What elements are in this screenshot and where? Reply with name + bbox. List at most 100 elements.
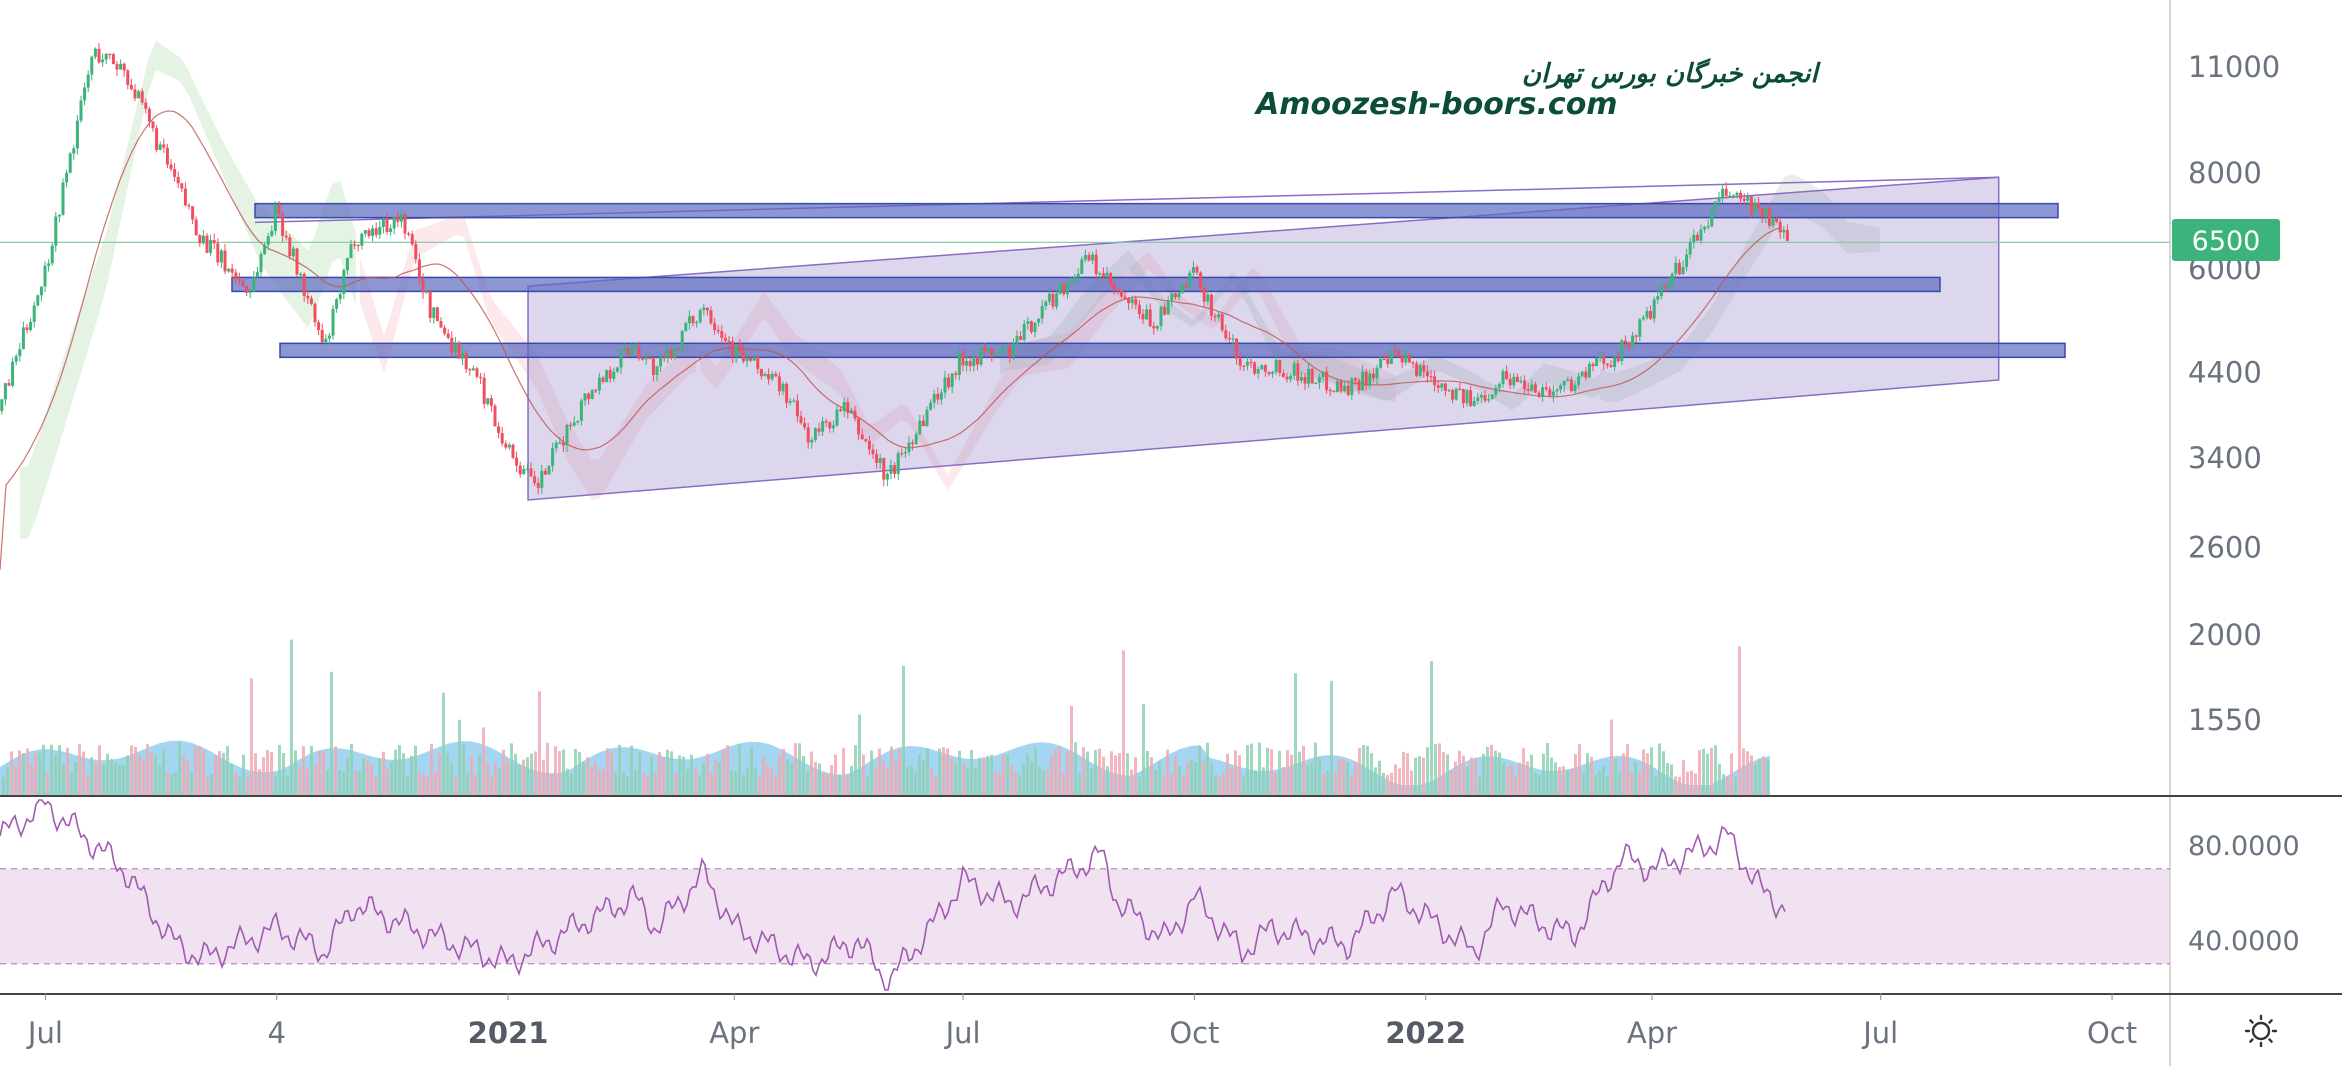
volume-bar <box>1474 757 1477 795</box>
candle-body <box>493 405 497 427</box>
volume-bar <box>946 748 949 795</box>
volume-bar <box>262 757 265 795</box>
candle-body <box>1094 254 1098 275</box>
time-tick-label: Apr <box>709 1016 759 1050</box>
candle-body <box>1109 272 1113 285</box>
volume-bar <box>1354 761 1357 795</box>
candle-body <box>1307 368 1311 384</box>
candle-body <box>1397 351 1401 356</box>
candle-body <box>756 357 760 369</box>
volume-bar <box>34 752 37 795</box>
settings-sun-icon[interactable] <box>2244 1014 2278 1048</box>
volume-bar <box>722 749 725 795</box>
candle-body <box>554 442 558 449</box>
candle-body <box>547 465 551 475</box>
candle-body <box>295 248 299 275</box>
volume-bar <box>150 752 153 795</box>
volume-bar <box>1678 776 1681 795</box>
candle-body <box>763 374 767 377</box>
volume-bar <box>306 768 309 795</box>
candle-body <box>1548 389 1552 396</box>
candle-body <box>1011 343 1015 358</box>
candle-body <box>1353 378 1357 381</box>
volume-bar <box>826 774 829 795</box>
volume-bar <box>42 744 45 795</box>
candle-body <box>1479 395 1483 398</box>
volume-bar <box>906 767 909 795</box>
candle-body <box>482 377 486 405</box>
volume-bar <box>786 759 789 795</box>
candle-body <box>327 335 331 339</box>
volume-bar <box>1062 772 1065 795</box>
watermark-line1: انجمن خبرگان بورس تهران <box>1522 57 1822 89</box>
candle-body <box>1206 294 1210 302</box>
volume-bar <box>1122 650 1125 795</box>
candle-body <box>1569 379 1573 392</box>
candle-body <box>1508 378 1512 386</box>
candle-body <box>1537 392 1541 397</box>
volume-bar <box>1238 755 1241 795</box>
volume-bar <box>794 743 797 795</box>
candle-body <box>522 468 526 475</box>
volume-bar <box>470 755 473 795</box>
candle-body <box>453 343 457 353</box>
volume-bar <box>406 776 409 795</box>
volume-bar <box>1470 757 1473 795</box>
volume-bar <box>86 774 89 795</box>
volume-bar <box>774 775 777 795</box>
volume-bar <box>178 742 181 795</box>
volume-bar <box>574 748 577 795</box>
candle-body <box>1325 371 1329 390</box>
volume-bar <box>498 768 501 795</box>
volume-bar <box>1594 774 1597 795</box>
candle-body <box>1213 315 1217 318</box>
candle-body <box>662 357 666 359</box>
volume-bar <box>746 767 749 795</box>
candle-body <box>1343 385 1347 392</box>
candle-body <box>230 268 234 273</box>
candle-body <box>533 476 537 484</box>
candle-body <box>727 340 731 343</box>
candle-body <box>1501 371 1505 385</box>
candle-body <box>457 343 461 359</box>
volume-bar <box>1414 757 1417 795</box>
volume-bar <box>994 771 997 795</box>
candle-body <box>504 443 508 448</box>
candle-body <box>680 330 684 350</box>
candle-body <box>626 348 630 356</box>
volume-bar <box>350 743 353 795</box>
candle-body <box>367 230 371 237</box>
candle-body <box>1645 311 1649 318</box>
candle-body <box>237 279 241 281</box>
candle-body <box>1469 390 1473 406</box>
volume-bar <box>922 760 925 795</box>
volume-bar <box>1290 754 1293 795</box>
volume-bar <box>1566 770 1569 795</box>
volume-bar <box>1626 744 1629 795</box>
candle-body <box>1407 354 1411 363</box>
volume-bar <box>1494 750 1497 795</box>
volume-bar <box>1326 770 1329 795</box>
time-tick-label: Apr <box>1627 1016 1677 1050</box>
candle-body <box>39 286 43 296</box>
candle-body <box>79 100 83 121</box>
volume-bar <box>1606 775 1609 795</box>
candle-body <box>810 439 814 443</box>
volume-bar <box>330 671 333 795</box>
volume-bar <box>214 755 217 795</box>
candle-body <box>1332 390 1336 393</box>
candle-body <box>738 345 742 351</box>
candle-body <box>432 307 436 319</box>
candle-body <box>1047 293 1051 302</box>
volume-bar <box>1382 772 1385 795</box>
price-tick-label: 1550 <box>2188 703 2262 737</box>
candle-body <box>1775 218 1779 223</box>
volume-bar <box>1242 776 1245 795</box>
volume-bar <box>1090 768 1093 795</box>
volume-bar <box>226 746 229 795</box>
volume-bar <box>1582 773 1585 795</box>
candle-body <box>18 349 22 357</box>
candle-body <box>122 63 126 71</box>
